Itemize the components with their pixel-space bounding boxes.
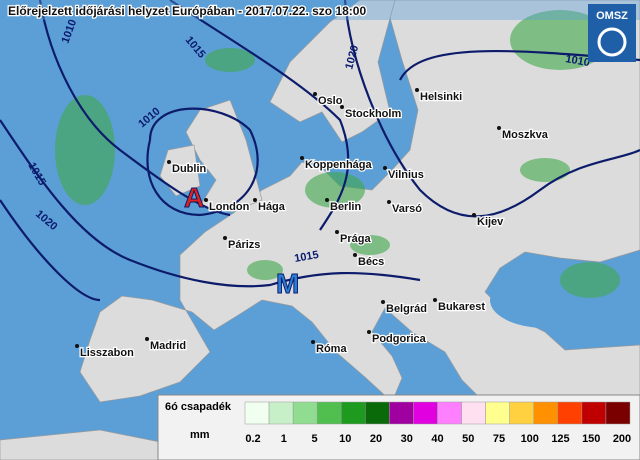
city-label: Lisszabon (80, 347, 134, 359)
city-label: Párizs (228, 239, 260, 251)
city-dot (383, 166, 387, 170)
city-dot (167, 160, 171, 164)
precipitation (55, 10, 620, 298)
legend-title: 6ó csapadék (165, 401, 232, 413)
city-label: Bukarest (438, 301, 485, 313)
city-label: Koppenhága (305, 159, 372, 171)
city-dot (433, 298, 437, 302)
city-label: Varsó (392, 203, 422, 215)
legend-tick: 1 (281, 433, 287, 445)
city-label: Berlin (330, 201, 361, 213)
city-label: Hága (258, 201, 286, 213)
legend-unit: mm (190, 429, 210, 441)
legend-tick: 100 (521, 433, 539, 445)
city-dot (415, 88, 419, 92)
isobar-label: 1010 (564, 53, 590, 69)
pressure-center: A (184, 182, 204, 213)
city-label: Madrid (150, 340, 186, 352)
city-dot (340, 105, 344, 109)
legend-tick: 5 (311, 433, 317, 445)
city-label: Oslo (318, 95, 343, 107)
legend-swatch (389, 401, 414, 425)
city-dot (353, 253, 357, 257)
legend-swatch (461, 401, 486, 425)
city-dot (145, 337, 149, 341)
city-label: Stockholm (345, 108, 401, 120)
city-dot (313, 92, 317, 96)
city-label: Podgorica (372, 333, 427, 345)
legend-tick: 30 (401, 433, 413, 445)
isobar-label: 1015 (293, 249, 319, 265)
city-label: Helsinki (420, 91, 462, 103)
title: Előrejelzett időjárási helyzet Európában… (8, 4, 366, 18)
city-dot (497, 126, 501, 130)
legend-swatch (605, 401, 631, 425)
legend-swatch (292, 401, 318, 425)
legend-tick: 150 (582, 433, 600, 445)
legend-swatch (316, 401, 342, 425)
city-label: Dublin (172, 163, 206, 175)
logo-box (588, 4, 636, 62)
city-dot (325, 198, 329, 202)
legend-swatch (533, 401, 559, 425)
legend-tick: 200 (613, 433, 631, 445)
legend-tick: 0.2 (245, 433, 260, 445)
logo-swirl (597, 27, 627, 57)
city-label: Kijev (477, 216, 504, 228)
legend-tick: 10 (339, 433, 351, 445)
legend-swatch (485, 401, 510, 425)
legend-swatch (509, 401, 534, 425)
city-label: Moszkva (502, 129, 549, 141)
legend-swatch (581, 401, 607, 425)
city-dot (223, 236, 227, 240)
legend-swatch (413, 401, 438, 425)
city-dot (472, 213, 476, 217)
city-dot (253, 198, 257, 202)
city-label: Róma (316, 343, 347, 355)
legend-swatch (557, 401, 583, 425)
title-band (0, 0, 640, 20)
legend-swatch (268, 401, 294, 425)
legend-swatch (437, 401, 462, 425)
city-label: Prága (340, 233, 371, 245)
city-label: Bécs (358, 256, 384, 268)
legend-tick: 125 (551, 433, 569, 445)
city-dot (75, 344, 79, 348)
city-label: London (209, 201, 250, 213)
city-dot (335, 230, 339, 234)
legend-swatch (341, 401, 366, 425)
legend-tick: 40 (431, 433, 443, 445)
city-dot (381, 300, 385, 304)
legend-swatch (244, 401, 270, 425)
city-dot (300, 156, 304, 160)
legend-tick: 50 (462, 433, 474, 445)
legend-tick: 20 (370, 433, 382, 445)
logo: OMSZ (596, 10, 628, 22)
legend-swatch (365, 401, 390, 425)
legend-tick: 75 (493, 433, 505, 445)
pressure-center: M (276, 268, 299, 299)
city-label: Belgrád (386, 303, 427, 315)
city-dot (204, 198, 208, 202)
city-dot (311, 340, 315, 344)
city-dot (367, 330, 371, 334)
city-label: Vilnius (388, 169, 424, 181)
city-dot (387, 200, 391, 204)
